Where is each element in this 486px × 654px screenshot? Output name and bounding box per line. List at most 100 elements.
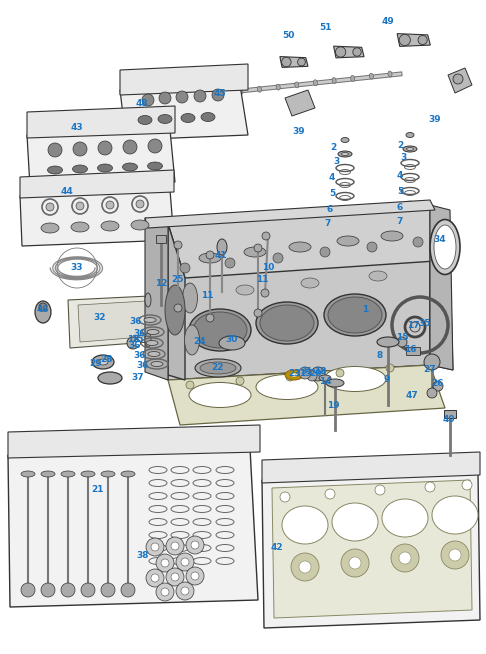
Polygon shape [145,200,435,228]
Ellipse shape [151,362,163,366]
Polygon shape [168,365,445,425]
Ellipse shape [138,116,152,124]
Ellipse shape [147,330,159,334]
Circle shape [367,242,377,252]
Text: 48: 48 [136,99,148,109]
Text: 49: 49 [382,18,394,27]
Circle shape [281,58,291,67]
Circle shape [426,361,434,369]
Text: 34: 34 [434,235,446,245]
Ellipse shape [328,297,382,333]
Circle shape [462,480,472,490]
Ellipse shape [144,317,156,322]
Ellipse shape [256,302,318,344]
Circle shape [427,388,437,398]
Circle shape [174,241,182,249]
Polygon shape [333,46,364,58]
Circle shape [186,567,204,585]
Text: 33: 33 [71,264,83,273]
Ellipse shape [324,366,386,392]
Polygon shape [430,205,453,370]
Text: 36: 36 [134,328,146,337]
Ellipse shape [189,309,251,351]
Circle shape [273,253,283,263]
Circle shape [123,140,137,154]
Text: 19: 19 [327,402,339,411]
Text: 11: 11 [256,275,268,284]
Text: 30: 30 [226,336,238,345]
Text: 45: 45 [214,88,226,97]
Circle shape [146,569,164,587]
Ellipse shape [434,225,456,269]
Polygon shape [448,68,472,93]
Circle shape [186,536,204,554]
Text: 50: 50 [282,31,294,39]
Ellipse shape [301,278,319,288]
Text: 43: 43 [70,124,83,133]
Circle shape [297,58,305,66]
Circle shape [146,538,164,556]
Ellipse shape [165,285,185,335]
Text: 40: 40 [443,415,455,424]
Circle shape [299,561,311,573]
Ellipse shape [239,88,243,94]
Circle shape [151,574,159,582]
Text: 36: 36 [130,317,142,326]
Text: 7: 7 [397,218,403,226]
Text: 31: 31 [301,366,313,375]
Ellipse shape [338,151,352,157]
Text: 5: 5 [397,186,403,196]
Ellipse shape [332,503,378,541]
Text: 1: 1 [362,305,368,315]
Ellipse shape [41,223,59,233]
Ellipse shape [341,137,349,143]
Ellipse shape [101,221,119,231]
Circle shape [127,337,139,349]
Circle shape [280,492,290,502]
Circle shape [399,35,410,46]
Ellipse shape [200,362,236,374]
Ellipse shape [289,242,311,252]
Circle shape [433,381,443,391]
Ellipse shape [377,337,399,347]
Text: 39: 39 [293,128,305,137]
Circle shape [320,247,330,257]
Circle shape [418,35,427,44]
Polygon shape [8,425,260,458]
Circle shape [171,542,179,550]
Text: 14: 14 [319,377,331,387]
Circle shape [186,381,194,389]
Text: 12: 12 [155,279,167,288]
Text: 6: 6 [327,205,333,215]
Circle shape [225,258,235,268]
Ellipse shape [403,146,417,152]
Bar [406,347,420,355]
Circle shape [236,377,244,385]
Circle shape [449,549,461,561]
Circle shape [98,141,112,155]
Ellipse shape [193,312,247,348]
Circle shape [386,364,394,372]
Ellipse shape [335,275,355,281]
Ellipse shape [430,220,460,275]
Circle shape [206,251,214,259]
Bar [444,410,456,418]
Ellipse shape [290,373,298,377]
Text: 15: 15 [299,370,311,379]
Circle shape [413,237,423,247]
Text: 36: 36 [137,362,149,371]
Ellipse shape [400,269,420,277]
Circle shape [425,482,435,492]
Circle shape [424,354,440,370]
Text: 28: 28 [100,356,112,364]
Circle shape [349,557,361,569]
Circle shape [375,485,385,495]
Text: 6: 6 [397,203,403,213]
Ellipse shape [131,220,149,230]
Polygon shape [285,90,315,116]
Text: 16: 16 [404,345,416,354]
Ellipse shape [48,166,63,174]
Ellipse shape [406,133,414,137]
Ellipse shape [41,471,55,477]
Text: 23: 23 [288,368,300,377]
